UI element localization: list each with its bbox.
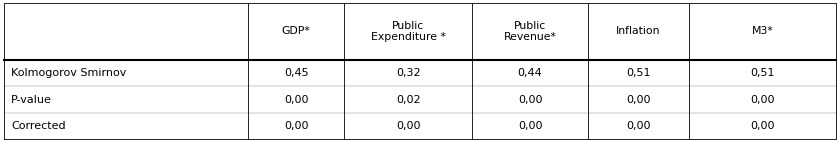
Text: Corrected: Corrected — [11, 121, 66, 131]
Text: 0,45: 0,45 — [284, 68, 308, 78]
Text: 0,00: 0,00 — [396, 121, 421, 131]
Text: 0,51: 0,51 — [750, 68, 774, 78]
Text: 0,02: 0,02 — [396, 95, 421, 105]
Text: 0,00: 0,00 — [750, 121, 774, 131]
Text: Inflation: Inflation — [617, 26, 660, 36]
Text: 0,00: 0,00 — [517, 121, 543, 131]
Text: 0,00: 0,00 — [750, 95, 774, 105]
Text: 0,00: 0,00 — [517, 95, 543, 105]
Text: 0,00: 0,00 — [284, 121, 308, 131]
Text: 0,00: 0,00 — [626, 121, 651, 131]
Text: P-value: P-value — [11, 95, 52, 105]
Text: 0,51: 0,51 — [626, 68, 651, 78]
Text: 0,00: 0,00 — [626, 95, 651, 105]
Text: Public
Revenue*: Public Revenue* — [504, 21, 556, 42]
Text: GDP*: GDP* — [281, 26, 311, 36]
Text: 0,00: 0,00 — [284, 95, 308, 105]
Text: 0,44: 0,44 — [517, 68, 543, 78]
Text: M3*: M3* — [752, 26, 773, 36]
Text: Public
Expenditure *: Public Expenditure * — [370, 21, 446, 42]
Text: Kolmogorov Smirnov: Kolmogorov Smirnov — [11, 68, 126, 78]
Text: 0,32: 0,32 — [396, 68, 421, 78]
